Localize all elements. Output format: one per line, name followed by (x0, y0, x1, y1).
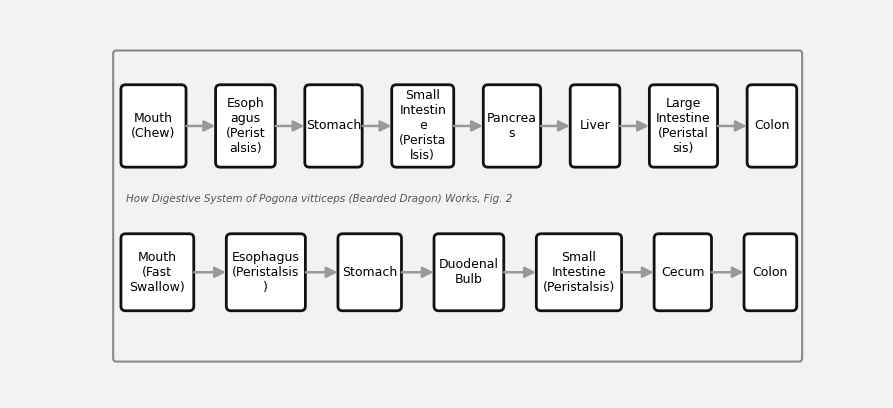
FancyBboxPatch shape (121, 85, 186, 167)
FancyBboxPatch shape (392, 85, 454, 167)
Text: Colon: Colon (755, 120, 789, 133)
Text: Stomach: Stomach (306, 120, 361, 133)
Text: Esoph
agus
(Perist
alsis): Esoph agus (Perist alsis) (226, 97, 265, 155)
Text: Small
Intestin
e
(Perista
lsis): Small Intestin e (Perista lsis) (399, 89, 446, 162)
Text: How Digestive System of Pogona vitticeps (Bearded Dragon) Works, Fig. 2: How Digestive System of Pogona vitticeps… (126, 194, 512, 204)
Text: Colon: Colon (753, 266, 788, 279)
FancyBboxPatch shape (649, 85, 718, 167)
Text: Pancrea
s: Pancrea s (487, 112, 537, 140)
Text: Large
Intestine
(Peristal
sis): Large Intestine (Peristal sis) (656, 97, 711, 155)
Text: Small
Intestine
(Peristalsis): Small Intestine (Peristalsis) (543, 251, 615, 294)
Text: Stomach: Stomach (342, 266, 397, 279)
FancyBboxPatch shape (747, 85, 797, 167)
FancyBboxPatch shape (434, 234, 504, 311)
FancyBboxPatch shape (338, 234, 402, 311)
FancyBboxPatch shape (121, 234, 194, 311)
FancyBboxPatch shape (744, 234, 797, 311)
FancyBboxPatch shape (537, 234, 622, 311)
FancyBboxPatch shape (305, 85, 363, 167)
FancyBboxPatch shape (113, 51, 802, 361)
Text: Mouth
(Chew): Mouth (Chew) (131, 112, 176, 140)
Text: Cecum: Cecum (661, 266, 705, 279)
FancyBboxPatch shape (655, 234, 712, 311)
Text: Esophagus
(Peristalsis
): Esophagus (Peristalsis ) (232, 251, 300, 294)
FancyBboxPatch shape (571, 85, 620, 167)
FancyBboxPatch shape (226, 234, 305, 311)
FancyBboxPatch shape (483, 85, 540, 167)
Text: Duodenal
Bulb: Duodenal Bulb (438, 258, 499, 286)
FancyBboxPatch shape (215, 85, 275, 167)
Text: Liver: Liver (580, 120, 611, 133)
Text: Mouth
(Fast
Swallow): Mouth (Fast Swallow) (129, 251, 185, 294)
